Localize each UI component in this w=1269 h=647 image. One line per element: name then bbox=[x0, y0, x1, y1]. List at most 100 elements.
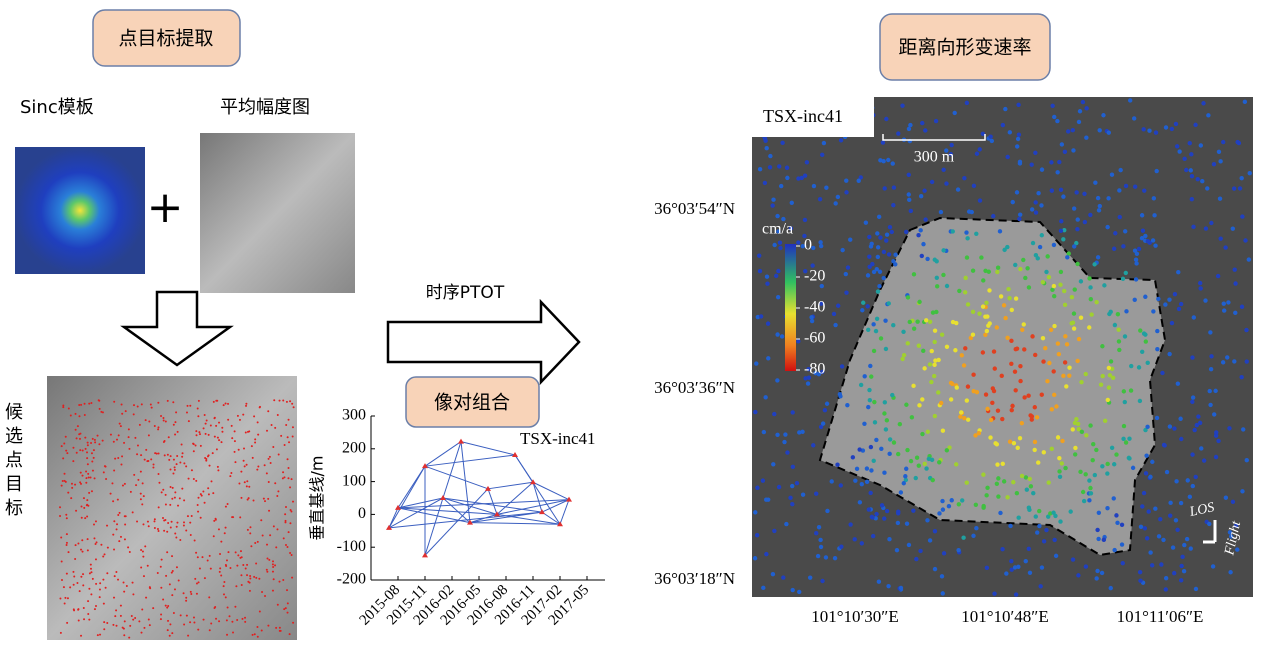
velocity-point bbox=[1126, 455, 1132, 461]
velocity-point bbox=[985, 406, 990, 412]
candidate-point bbox=[172, 472, 175, 475]
velocity-point bbox=[1061, 373, 1066, 379]
candidate-point bbox=[65, 543, 68, 546]
acquisition bbox=[422, 463, 428, 469]
velocity-point bbox=[1105, 224, 1110, 230]
candidate-point bbox=[221, 426, 224, 429]
candidate-point bbox=[240, 574, 243, 577]
velocity-point bbox=[1079, 379, 1084, 385]
candidate-point bbox=[287, 477, 290, 480]
scale-label: 300 m bbox=[914, 149, 955, 166]
candidate-point bbox=[132, 618, 135, 621]
candidate-point bbox=[106, 524, 109, 527]
velocity-point bbox=[905, 295, 911, 300]
velocity-point bbox=[797, 589, 802, 595]
velocity-point bbox=[1232, 267, 1237, 272]
velocity-point bbox=[1005, 495, 1010, 500]
velocity-point bbox=[1000, 546, 1005, 552]
velocity-point bbox=[1151, 309, 1156, 314]
candidate-point bbox=[284, 506, 287, 509]
velocity-point bbox=[1088, 491, 1094, 496]
candidate-point bbox=[141, 503, 144, 506]
candidate-point bbox=[199, 516, 202, 519]
candidate-point bbox=[217, 528, 220, 531]
velocity-point bbox=[1228, 570, 1233, 575]
velocity-point bbox=[1052, 392, 1057, 398]
velocity-point bbox=[1121, 423, 1127, 429]
velocity-point bbox=[1032, 447, 1037, 453]
candidate-point bbox=[208, 464, 211, 467]
candidate-point bbox=[98, 596, 101, 599]
velocity-point bbox=[995, 265, 1001, 270]
velocity-point bbox=[1032, 405, 1037, 410]
candidate-point bbox=[146, 564, 149, 567]
velocity-point bbox=[1167, 297, 1172, 302]
velocity-point bbox=[802, 233, 807, 239]
velocity-point bbox=[844, 190, 849, 195]
los-arrow bbox=[1203, 520, 1217, 544]
candidate-point bbox=[144, 419, 147, 422]
velocity-point bbox=[884, 232, 890, 237]
velocity-point bbox=[1043, 346, 1048, 351]
candidate-point bbox=[245, 485, 248, 488]
velocity-point bbox=[1196, 414, 1201, 419]
velocity-point bbox=[1045, 254, 1050, 259]
velocity-point bbox=[868, 363, 873, 369]
velocity-point bbox=[1100, 464, 1105, 469]
velocity-point bbox=[1032, 439, 1038, 445]
velocity-point bbox=[969, 209, 974, 215]
candidate-point bbox=[89, 563, 92, 566]
velocity-point bbox=[1075, 227, 1080, 232]
velocity-point bbox=[1189, 152, 1194, 157]
velocity-point bbox=[1088, 296, 1094, 302]
velocity-point bbox=[800, 243, 805, 249]
velocity-point bbox=[1026, 393, 1031, 398]
pair-edge bbox=[424, 454, 516, 467]
candidate-point bbox=[232, 631, 235, 634]
candidate-point bbox=[90, 593, 93, 596]
candidate-point bbox=[180, 443, 183, 446]
candidate-point bbox=[132, 413, 135, 416]
velocity-point bbox=[1142, 188, 1147, 193]
candidate-point bbox=[92, 523, 95, 526]
candidate-point bbox=[63, 602, 66, 605]
candidate-point bbox=[256, 635, 259, 638]
candidate-point bbox=[223, 532, 226, 535]
velocity-point bbox=[823, 555, 829, 560]
candidate-point bbox=[178, 497, 181, 500]
velocity-point bbox=[1145, 360, 1150, 366]
candidate-point bbox=[212, 400, 215, 403]
velocity-point bbox=[997, 229, 1003, 234]
candidate-point bbox=[213, 435, 216, 438]
velocity-point bbox=[932, 328, 938, 333]
candidate-point bbox=[282, 578, 285, 581]
velocity-point bbox=[1225, 355, 1230, 360]
candidate-point bbox=[232, 516, 235, 519]
velocity-point bbox=[958, 414, 963, 419]
pair-edge bbox=[460, 441, 471, 523]
velocity-point bbox=[1121, 436, 1126, 442]
candidate-point bbox=[100, 410, 103, 413]
velocity-point bbox=[1195, 177, 1200, 182]
velocity-point bbox=[1173, 121, 1179, 127]
velocity-point bbox=[1236, 140, 1242, 146]
velocity-point bbox=[1118, 167, 1123, 173]
candidate-point bbox=[136, 444, 139, 447]
velocity-point bbox=[1078, 279, 1084, 284]
candidate-point bbox=[69, 414, 72, 417]
velocity-point bbox=[1137, 569, 1143, 575]
candidate-point bbox=[168, 458, 171, 461]
candidate-point bbox=[72, 583, 75, 586]
velocity-point bbox=[1052, 323, 1057, 329]
candidate-point bbox=[227, 418, 230, 421]
candidate-point bbox=[160, 613, 163, 616]
velocity-point bbox=[1177, 149, 1182, 154]
velocity-point bbox=[1061, 237, 1066, 242]
candidate-point bbox=[117, 513, 120, 516]
velocity-point bbox=[908, 122, 913, 128]
candidate-point bbox=[132, 593, 135, 596]
velocity-point bbox=[1133, 277, 1139, 282]
velocity-point bbox=[1025, 266, 1030, 271]
candidate-point bbox=[193, 621, 196, 624]
velocity-point bbox=[956, 502, 962, 507]
